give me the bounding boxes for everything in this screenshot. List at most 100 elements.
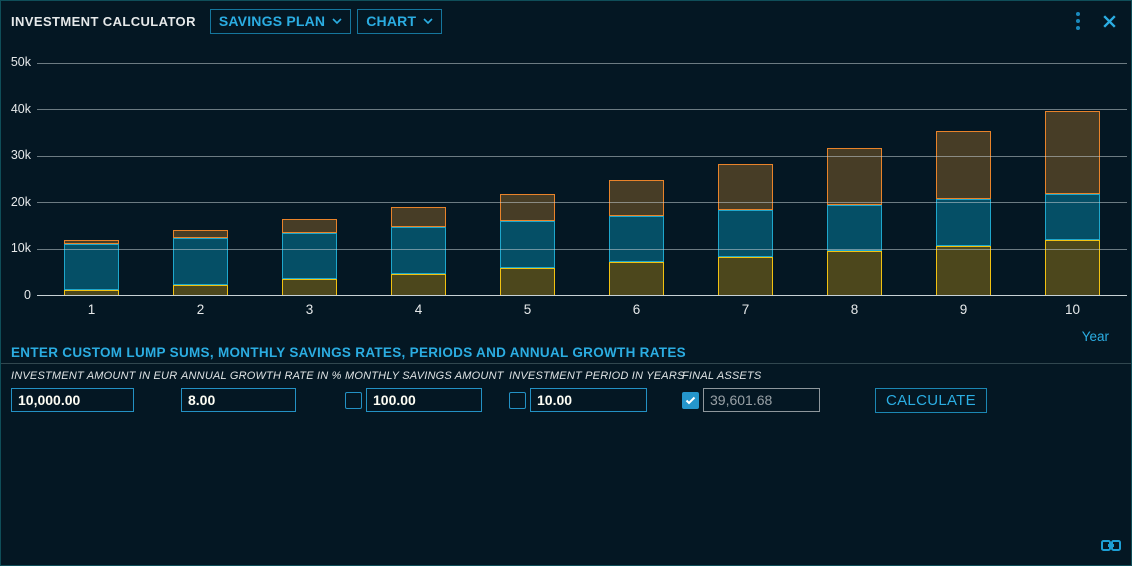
bar-slot-year-2 bbox=[146, 63, 255, 296]
chevron-down-icon bbox=[332, 18, 342, 24]
bar-segment-growth-interest-year-3 bbox=[282, 218, 337, 233]
stacked-bar-year-2 bbox=[173, 229, 228, 296]
chart-dropdown-label: CHART bbox=[366, 13, 417, 29]
field-investment-period: INVESTMENT PERIOD IN YEARS bbox=[509, 370, 685, 412]
x-tick-label: 6 bbox=[632, 302, 641, 317]
bar-segment-savings-deposits-year-7 bbox=[718, 256, 773, 296]
bar-slot-year-7 bbox=[691, 63, 800, 296]
stacked-bar-year-8 bbox=[827, 148, 882, 296]
final-assets-checkbox[interactable] bbox=[682, 391, 699, 409]
page-title: INVESTMENT CALCULATOR bbox=[11, 13, 196, 29]
x-axis-title: Year bbox=[1081, 329, 1109, 344]
link-icon[interactable] bbox=[1101, 540, 1121, 551]
field-monthly-savings: MONTHLY SAVINGS AMOUNT bbox=[345, 370, 509, 412]
gridline bbox=[37, 248, 1127, 250]
stacked-bar-year-1 bbox=[64, 239, 119, 296]
chart-dropdown[interactable]: CHART bbox=[357, 8, 443, 34]
y-tick-label: 0 bbox=[24, 288, 31, 302]
stacked-bar-year-6 bbox=[609, 179, 664, 296]
monthly-savings-input[interactable] bbox=[366, 388, 482, 412]
plot-area bbox=[37, 62, 1127, 296]
stacked-bar-year-4 bbox=[391, 206, 446, 296]
investment-period-checkbox[interactable] bbox=[509, 391, 526, 409]
x-tick-label: 7 bbox=[741, 302, 750, 317]
titlebar: INVESTMENT CALCULATOR SAVINGS PLAN CHART bbox=[1, 1, 1131, 41]
y-tick-label: 50k bbox=[10, 55, 31, 69]
field-investment-amount: INVESTMENT AMOUNT IN EUR bbox=[11, 370, 181, 412]
final-assets-label: FINAL ASSETS bbox=[682, 370, 762, 382]
investment-amount-input[interactable] bbox=[11, 388, 134, 412]
bar-slot-year-6 bbox=[582, 63, 691, 296]
x-axis-line bbox=[37, 295, 1127, 296]
stacked-bar-year-3 bbox=[282, 218, 337, 296]
bar-slot-year-9 bbox=[909, 63, 1018, 296]
bar-segment-growth-interest-year-2 bbox=[173, 229, 228, 239]
field-growth-rate: ANNUAL GROWTH RATE IN % bbox=[181, 370, 345, 412]
monthly-savings-label: MONTHLY SAVINGS AMOUNT bbox=[345, 370, 504, 382]
bar-segment-growth-interest-year-4 bbox=[391, 206, 446, 228]
y-tick-label: 20k bbox=[10, 194, 31, 209]
bar-slot-year-8 bbox=[800, 63, 909, 296]
y-tick-label: 40k bbox=[10, 101, 31, 116]
bar-segment-initial-investment-year-8 bbox=[827, 204, 882, 252]
checkmark-icon bbox=[685, 396, 696, 404]
bar-segment-growth-interest-year-8 bbox=[827, 148, 882, 205]
gridline bbox=[37, 202, 1127, 204]
close-icon[interactable] bbox=[1100, 12, 1119, 31]
more-options-icon[interactable] bbox=[1070, 8, 1086, 34]
stacked-bar-year-7 bbox=[718, 164, 773, 296]
bar-segment-savings-deposits-year-4 bbox=[391, 273, 446, 296]
bar-segment-savings-deposits-year-9 bbox=[936, 245, 991, 296]
bar-segment-savings-deposits-year-8 bbox=[827, 251, 882, 296]
gridline bbox=[37, 109, 1127, 111]
x-tick-label: 5 bbox=[523, 302, 532, 317]
section-title: ENTER CUSTOM LUMP SUMS, MONTHLY SAVINGS … bbox=[11, 345, 686, 360]
growth-rate-input[interactable] bbox=[181, 388, 296, 412]
gridline bbox=[37, 62, 1127, 64]
bar-segment-growth-interest-year-6 bbox=[609, 179, 664, 216]
section-divider bbox=[1, 363, 1131, 364]
savings-plan-dropdown[interactable]: SAVINGS PLAN bbox=[209, 8, 352, 34]
bar-segment-growth-interest-year-5 bbox=[500, 193, 555, 222]
calculator-form: INVESTMENT AMOUNT IN EUR ANNUAL GROWTH R… bbox=[11, 370, 987, 413]
stacked-bar-year-5 bbox=[500, 193, 555, 296]
bar-segment-initial-investment-year-5 bbox=[500, 221, 555, 269]
y-tick-label: 10k bbox=[10, 241, 31, 256]
gridline bbox=[37, 155, 1127, 157]
stacked-bar-year-10 bbox=[1045, 111, 1100, 296]
bar-slot-year-3 bbox=[255, 63, 364, 296]
chevron-down-icon bbox=[423, 18, 433, 24]
calculate-button[interactable]: CALCULATE bbox=[875, 388, 987, 413]
x-tick-label: 4 bbox=[414, 302, 423, 317]
x-tick-label: 3 bbox=[305, 302, 314, 317]
bar-segment-initial-investment-year-9 bbox=[936, 199, 991, 246]
bar-segment-savings-deposits-year-3 bbox=[282, 279, 337, 296]
investment-period-label: INVESTMENT PERIOD IN YEARS bbox=[509, 370, 685, 382]
bar-segment-initial-investment-year-6 bbox=[609, 215, 664, 263]
bar-segment-initial-investment-year-1 bbox=[64, 243, 119, 291]
bar-slot-year-1 bbox=[37, 63, 146, 296]
x-tick-label: 2 bbox=[196, 302, 205, 317]
bar-segment-growth-interest-year-9 bbox=[936, 130, 991, 200]
y-tick-label: 30k bbox=[10, 148, 31, 163]
final-assets-input bbox=[703, 388, 820, 412]
monthly-savings-checkbox[interactable] bbox=[345, 391, 362, 409]
investment-period-input[interactable] bbox=[530, 388, 647, 412]
bar-segment-initial-investment-year-4 bbox=[391, 227, 446, 274]
investment-amount-label: INVESTMENT AMOUNT IN EUR bbox=[11, 370, 178, 382]
savings-plan-dropdown-label: SAVINGS PLAN bbox=[218, 13, 326, 29]
x-axis-ticks: 1 2 3 4 5 6 7 8 9 10 bbox=[37, 302, 1127, 317]
bar-segment-growth-interest-year-1 bbox=[64, 239, 119, 244]
bar-slot-year-4 bbox=[364, 63, 473, 296]
bar-segment-growth-interest-year-10 bbox=[1045, 111, 1100, 194]
growth-rate-label: ANNUAL GROWTH RATE IN % bbox=[181, 370, 342, 382]
x-tick-label: 8 bbox=[850, 302, 859, 317]
bar-segment-savings-deposits-year-6 bbox=[609, 262, 664, 296]
bar-series bbox=[37, 63, 1127, 296]
bar-segment-savings-deposits-year-5 bbox=[500, 268, 555, 296]
x-tick-label: 9 bbox=[959, 302, 968, 317]
x-tick-label: 10 bbox=[1064, 302, 1081, 317]
bar-segment-initial-investment-year-2 bbox=[173, 238, 228, 285]
x-tick-label: 1 bbox=[87, 302, 96, 317]
